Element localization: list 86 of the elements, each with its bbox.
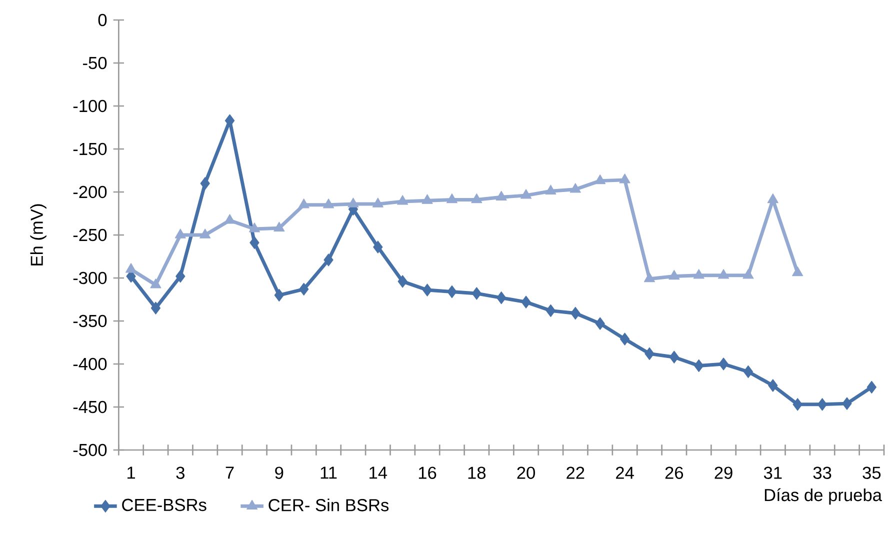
- point: [742, 269, 754, 279]
- point: [248, 222, 260, 232]
- point: [718, 358, 728, 370]
- y-tick-label: 0: [98, 14, 107, 26]
- point: [324, 254, 334, 266]
- point: [545, 184, 556, 194]
- legend-label: CER- Sin BSRs: [268, 498, 389, 512]
- point: [792, 266, 804, 276]
- point: [817, 398, 828, 411]
- x-tick-label: 1: [128, 466, 136, 479]
- x-tick-label: 29: [714, 466, 732, 479]
- x-tick-label: 35: [862, 466, 881, 479]
- point: [546, 304, 556, 318]
- x-tick-label: 20: [517, 466, 535, 479]
- point: [620, 332, 630, 346]
- x-tick-label: 16: [418, 466, 436, 479]
- y-tick-label: -50: [83, 56, 107, 70]
- point: [250, 236, 260, 250]
- point: [743, 365, 754, 378]
- point: [718, 269, 730, 279]
- point: [619, 174, 630, 184]
- point: [447, 285, 457, 298]
- point: [496, 190, 507, 200]
- point: [694, 359, 704, 372]
- point: [446, 193, 458, 204]
- point: [224, 214, 236, 224]
- x-tick-label: 31: [764, 466, 782, 479]
- y-tick-label: -300: [73, 272, 107, 284]
- point: [471, 193, 482, 204]
- point: [521, 296, 531, 308]
- point: [792, 398, 802, 411]
- x-tick-label: 22: [566, 466, 584, 479]
- point: [594, 174, 606, 184]
- point: [274, 222, 285, 232]
- x-tick-label: 18: [468, 466, 486, 479]
- x-tick-label: 7: [226, 466, 234, 479]
- point: [422, 194, 433, 204]
- point: [422, 284, 432, 296]
- point: [644, 347, 654, 360]
- x-tick-label: 33: [813, 466, 832, 479]
- point: [274, 288, 284, 302]
- point: [496, 291, 506, 304]
- point: [125, 263, 137, 273]
- point: [398, 275, 408, 288]
- x-tick-label: 14: [370, 466, 388, 479]
- point: [299, 282, 309, 296]
- point: [570, 183, 581, 193]
- y-axis-title: Eh (mV): [30, 204, 46, 266]
- y-tick-label: -100: [73, 100, 107, 112]
- point: [669, 350, 679, 364]
- point: [150, 278, 162, 288]
- point: [693, 269, 704, 279]
- point: [866, 380, 876, 394]
- x-tick-label: 11: [320, 466, 337, 479]
- legend-label: CEE-BSRs: [122, 498, 206, 512]
- point: [372, 198, 384, 208]
- x-tick-label: 24: [616, 466, 634, 479]
- point: [842, 397, 852, 410]
- x-tick-label: 9: [275, 466, 284, 479]
- y-tick-label: -250: [73, 228, 107, 242]
- point: [348, 198, 359, 208]
- point: [644, 272, 655, 282]
- x-axis-title: Días de prueba: [764, 488, 882, 505]
- point: [373, 240, 383, 254]
- y-tick-label: -450: [73, 400, 107, 414]
- point: [767, 193, 778, 204]
- point: [768, 379, 778, 392]
- point: [200, 228, 211, 238]
- x-tick-label: 26: [665, 466, 684, 479]
- y-tick-label: -350: [73, 314, 107, 328]
- point: [668, 270, 680, 280]
- point: [397, 195, 408, 205]
- point: [174, 228, 186, 238]
- x-tick-label: 3: [176, 466, 184, 479]
- y-tick-label: -500: [73, 444, 107, 456]
- y-tick-label: -200: [73, 186, 107, 198]
- point: [595, 317, 605, 330]
- point: [176, 270, 186, 283]
- point: [322, 198, 334, 208]
- point: [472, 287, 482, 300]
- y-tick-label: -150: [73, 142, 107, 156]
- y-tick-label: -400: [73, 358, 107, 370]
- point: [570, 306, 580, 320]
- point: [298, 198, 310, 208]
- point: [150, 302, 161, 314]
- point: [520, 189, 532, 199]
